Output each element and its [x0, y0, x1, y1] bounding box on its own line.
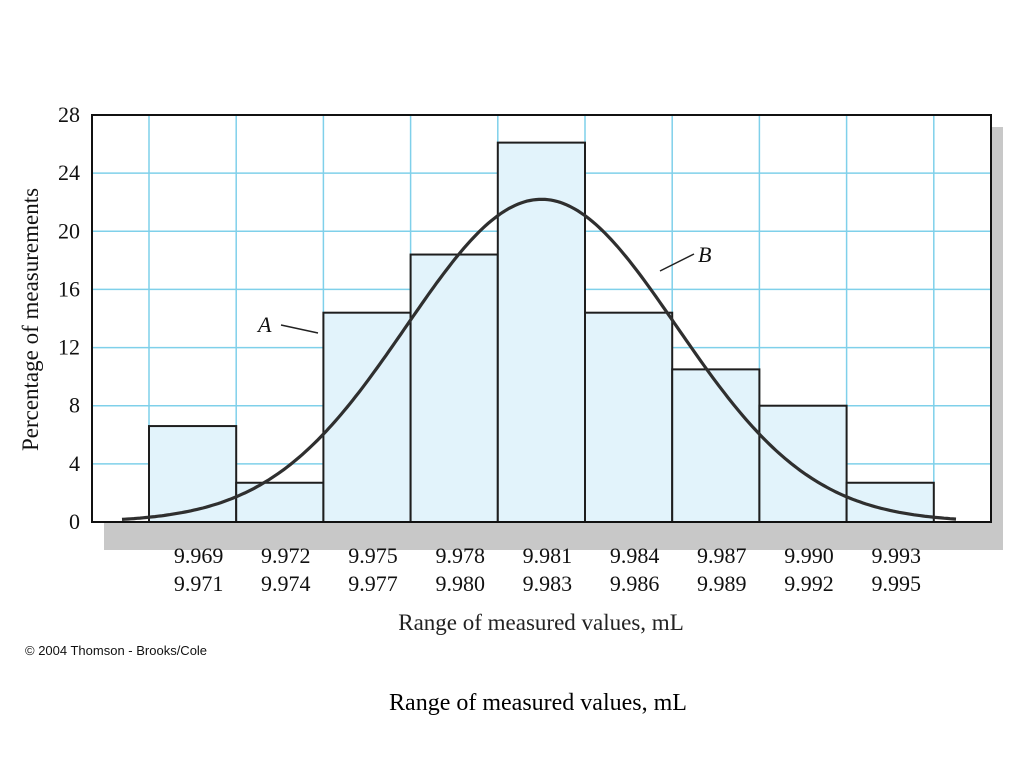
x-tick-label-low: 9.969: [174, 543, 224, 568]
annotation-b-leader: [659, 253, 695, 272]
x-tick-label-low: 9.993: [871, 543, 921, 568]
copyright-notice: © 2004 Thomson - Brooks/Cole: [25, 643, 208, 658]
histogram-bar: [148, 425, 238, 524]
slide-caption: Range of measured values, mL: [389, 690, 687, 716]
histogram-bar: [409, 253, 499, 524]
y-tick-label: 8: [69, 393, 80, 418]
annotation-b: B: [698, 242, 711, 267]
y-tick-label: 12: [58, 335, 80, 360]
histogram-bar: [671, 368, 761, 523]
x-tick-label-low: 9.990: [784, 543, 834, 568]
x-tick-label-high: 9.995: [871, 571, 921, 596]
x-tick-label-high: 9.992: [784, 571, 834, 596]
x-tick-label-low: 9.987: [697, 543, 747, 568]
x-tick-label-high: 9.974: [261, 571, 311, 596]
x-tick-label-high: 9.983: [523, 571, 573, 596]
y-tick-label: 28: [58, 102, 80, 127]
x-tick-label-high: 9.980: [435, 571, 485, 596]
histogram-bar: [758, 404, 848, 524]
x-tick-label-high: 9.971: [174, 571, 224, 596]
annotation-a-leader: [280, 324, 319, 334]
x-tick-label-low: 9.972: [261, 543, 311, 568]
y-tick-label: 4: [69, 451, 80, 476]
histogram-bar: [584, 311, 674, 523]
x-tick-label-high: 9.986: [610, 571, 660, 596]
y-tick-label: 20: [58, 218, 80, 243]
histogram-bar: [235, 481, 325, 523]
x-tick-label-low: 9.978: [435, 543, 485, 568]
annotation-a: A: [256, 312, 272, 337]
x-tick-label-low: 9.984: [610, 543, 660, 568]
x-tick-label-high: 9.977: [348, 571, 398, 596]
x-axis-label: Range of measured values, mL: [398, 610, 684, 635]
y-tick-label: 16: [58, 276, 80, 301]
y-tick-label: 0: [69, 509, 80, 534]
x-tick-label-low: 9.975: [348, 543, 398, 568]
y-axis-label: Percentage of measurements: [18, 188, 43, 451]
gaussian-curve: [121, 197, 957, 521]
x-tick-label-high: 9.989: [697, 571, 747, 596]
plot-border: [91, 114, 992, 523]
y-tick-label: 24: [58, 160, 80, 185]
x-tick-label-low: 9.981: [523, 543, 573, 568]
